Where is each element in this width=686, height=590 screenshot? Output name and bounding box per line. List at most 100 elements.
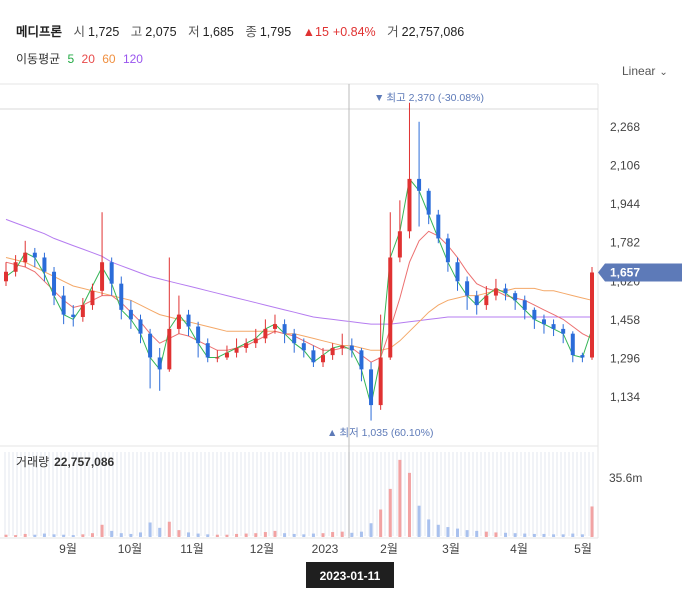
candle-body [215,357,220,359]
volume-bg-bar [564,452,566,536]
candle-body [90,290,95,306]
low-label: 저 [188,25,200,39]
volume-bg-bar [472,452,474,536]
volume-bg-bar [108,452,110,536]
candle-body [234,347,239,353]
candle-body [455,262,460,282]
volume-bg-bar [344,452,346,536]
volume-bg-bar [76,452,78,536]
volume-bg-bar [420,452,422,536]
time-tick-label: 5월 [574,542,592,556]
volume-bar [302,534,306,537]
volume-bar [273,530,277,537]
volume-bg-bar [92,452,94,536]
volume-bar [475,530,479,537]
candle-body [253,338,258,344]
volume-bg-bar [16,452,18,536]
volume-bg-bar [136,452,138,536]
volume-bg-bar [176,452,178,536]
volume-bar [350,532,354,537]
volume-bar [23,533,27,537]
scale-mode-dropdown[interactable]: Linear ⌄ [622,64,668,78]
volume-bg-bar [60,452,62,536]
candle-body [378,357,383,406]
candle-body [513,293,518,301]
volume-bg-bar [276,452,278,536]
volume-bg-bar [496,452,498,536]
candle-body [186,314,191,327]
volume-bg-bar [492,452,494,536]
candles [4,102,594,421]
high-label: 고 [130,25,143,39]
ma-legend-label: 이동평균 [16,52,61,66]
volume-bar [513,533,517,537]
candle-body [484,295,489,306]
volume-bar [542,533,546,537]
volume-bar [321,533,325,537]
volume-bg-bar [8,452,10,536]
volume-bg-bar [432,452,434,536]
volume-bar [196,533,200,537]
candle-body [465,281,470,296]
volume-bg-bar [56,452,58,536]
volume-bg-bar [140,452,142,536]
moving-average-legend[interactable]: 이동평균 5 20 60 120 [16,50,147,67]
volume-bg-bar [192,452,194,536]
candle-body [119,283,124,310]
candle-body [570,333,575,356]
stock-header: 메디프론 시 1,725 고 2,075 저 1,685 종 1,795 ▲15 +0.8… [16,21,472,40]
candle-body [4,271,8,282]
candle-body [561,328,566,334]
volume-bar [532,533,536,537]
volume-bg-bar [536,452,538,536]
volume-bg-bar [232,452,234,536]
volume-bg-bar [24,452,26,536]
time-tick-label: 3월 [442,542,460,556]
volume-bg-bar [440,452,442,536]
volume-bg-bar [256,452,258,536]
volume-bg-bar [412,452,414,536]
volume-bar [177,530,181,537]
volume-bg-bar [424,452,426,536]
volume-bg-bar [428,452,430,536]
time-tick-label: 10월 [118,542,142,556]
volume-bg-bar [532,452,534,536]
volume-bg-bar [332,452,334,536]
candle-body [359,350,364,370]
volume-bg-bar [220,452,222,536]
volume-bg-bar [272,452,274,536]
volume-bg-bar [204,452,206,536]
min-price-text: 최저 1,035 (60.10%) [339,427,433,439]
volume-bar [369,523,373,537]
candle-body [80,305,85,317]
max-price-label: ▼ 최고 2,370 (-30.08%) [374,92,484,104]
volume-bg-bar [28,452,30,536]
volume-bar [254,533,258,537]
open-value: 1,725 [88,25,120,39]
volume-bar [311,533,315,537]
max-price-text: 최고 2,370 (-30.08%) [386,92,484,104]
volume-bg-bar [68,452,70,536]
volume-bg-bar [224,452,226,536]
stock-name: 메디프론 [16,25,63,39]
candle-body [52,271,57,296]
time-tick-label: 4월 [510,542,528,556]
volume-bg-bar [320,452,322,536]
volume-bg-bar [44,452,46,536]
candle-body [388,257,393,358]
candle-body [590,272,594,358]
candle-body [71,314,76,317]
max-arrow-icon: ▼ [374,92,384,104]
volume-bar [283,533,287,537]
volume-bg-bar [576,452,578,536]
volume-bg-bar [40,452,42,536]
volume-bg-bar [252,452,254,536]
volume-bg-bar [96,452,98,536]
volume-bg-bar [132,452,134,536]
candle-body [148,333,153,358]
volume-bg-bar [244,452,246,536]
volume-bar [292,533,296,537]
volume-bg-bar [180,452,182,536]
volume-bg-bar [20,452,22,536]
